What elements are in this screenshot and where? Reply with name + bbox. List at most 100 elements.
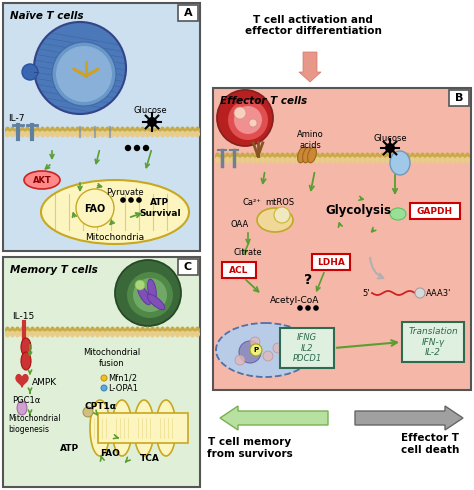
Ellipse shape <box>25 126 30 133</box>
Ellipse shape <box>40 130 45 138</box>
Circle shape <box>134 145 140 151</box>
Ellipse shape <box>140 130 145 138</box>
Circle shape <box>136 197 142 203</box>
Ellipse shape <box>120 330 125 338</box>
Ellipse shape <box>440 156 445 164</box>
Ellipse shape <box>455 156 460 164</box>
Ellipse shape <box>310 152 315 160</box>
Ellipse shape <box>24 171 60 189</box>
Circle shape <box>249 119 257 127</box>
Ellipse shape <box>125 130 130 138</box>
Ellipse shape <box>95 126 100 133</box>
Ellipse shape <box>10 330 15 338</box>
Ellipse shape <box>40 326 45 334</box>
Ellipse shape <box>170 326 175 334</box>
Ellipse shape <box>185 326 190 334</box>
Circle shape <box>273 343 283 353</box>
Ellipse shape <box>250 152 255 160</box>
Ellipse shape <box>405 152 410 160</box>
Text: LDHA: LDHA <box>317 258 345 267</box>
Ellipse shape <box>365 152 370 160</box>
Ellipse shape <box>250 156 255 164</box>
Bar <box>222 262 256 278</box>
Circle shape <box>115 260 181 326</box>
Text: AKT: AKT <box>33 176 51 185</box>
Text: Mitochondrial
fusion: Mitochondrial fusion <box>83 348 141 368</box>
Ellipse shape <box>55 130 60 138</box>
Ellipse shape <box>302 147 311 163</box>
Ellipse shape <box>460 156 465 164</box>
Ellipse shape <box>100 330 105 338</box>
Ellipse shape <box>125 326 130 334</box>
Ellipse shape <box>55 326 60 334</box>
Text: effector differentiation: effector differentiation <box>245 26 382 36</box>
Ellipse shape <box>175 326 180 334</box>
Ellipse shape <box>10 130 15 138</box>
Ellipse shape <box>175 126 180 133</box>
Ellipse shape <box>140 330 145 338</box>
Ellipse shape <box>225 156 230 164</box>
Ellipse shape <box>345 156 350 164</box>
Ellipse shape <box>300 156 305 164</box>
Circle shape <box>101 385 107 391</box>
Ellipse shape <box>450 156 455 164</box>
Ellipse shape <box>450 152 455 160</box>
Ellipse shape <box>370 156 375 164</box>
Text: Mitochondria: Mitochondria <box>85 232 145 242</box>
Text: ACL: ACL <box>229 266 249 274</box>
Ellipse shape <box>380 156 385 164</box>
Ellipse shape <box>120 126 125 133</box>
Text: Glucose: Glucose <box>133 105 167 115</box>
Ellipse shape <box>390 151 410 175</box>
Ellipse shape <box>156 400 176 456</box>
Ellipse shape <box>185 330 190 338</box>
Ellipse shape <box>35 326 40 334</box>
Ellipse shape <box>65 330 70 338</box>
Ellipse shape <box>385 156 390 164</box>
Ellipse shape <box>298 147 306 163</box>
Ellipse shape <box>235 156 240 164</box>
Ellipse shape <box>420 156 425 164</box>
Text: Naïve T cells: Naïve T cells <box>10 11 83 21</box>
Ellipse shape <box>65 126 70 133</box>
Ellipse shape <box>325 156 330 164</box>
Ellipse shape <box>160 326 165 334</box>
Ellipse shape <box>5 330 10 338</box>
Ellipse shape <box>120 130 125 138</box>
Ellipse shape <box>315 152 320 160</box>
Bar <box>178 259 198 275</box>
Bar <box>98 413 188 443</box>
Circle shape <box>128 197 134 203</box>
Circle shape <box>235 355 245 365</box>
Ellipse shape <box>145 326 150 334</box>
Ellipse shape <box>125 126 130 133</box>
Ellipse shape <box>135 130 140 138</box>
Ellipse shape <box>390 156 395 164</box>
Text: FAO: FAO <box>84 204 106 214</box>
Ellipse shape <box>140 326 145 334</box>
Ellipse shape <box>40 330 45 338</box>
Text: IFNG
IL2
PDCD1: IFNG IL2 PDCD1 <box>292 333 322 363</box>
Text: Effector T cells: Effector T cells <box>220 96 307 106</box>
Ellipse shape <box>400 152 405 160</box>
Ellipse shape <box>430 152 435 160</box>
Text: ATP: ATP <box>61 443 80 452</box>
Circle shape <box>135 280 145 290</box>
Ellipse shape <box>95 330 100 338</box>
Text: CPT1α: CPT1α <box>85 401 117 411</box>
Text: Ca²⁺: Ca²⁺ <box>243 197 261 206</box>
Ellipse shape <box>430 156 435 164</box>
Ellipse shape <box>120 326 125 334</box>
Circle shape <box>297 305 303 311</box>
Ellipse shape <box>345 152 350 160</box>
Ellipse shape <box>155 126 160 133</box>
Ellipse shape <box>45 130 50 138</box>
Ellipse shape <box>290 156 295 164</box>
Text: L-OPA1: L-OPA1 <box>108 384 138 392</box>
Ellipse shape <box>80 330 85 338</box>
Ellipse shape <box>90 126 95 133</box>
Text: Memory T cells: Memory T cells <box>10 265 98 275</box>
Ellipse shape <box>165 130 170 138</box>
Ellipse shape <box>425 152 430 160</box>
Ellipse shape <box>105 130 110 138</box>
